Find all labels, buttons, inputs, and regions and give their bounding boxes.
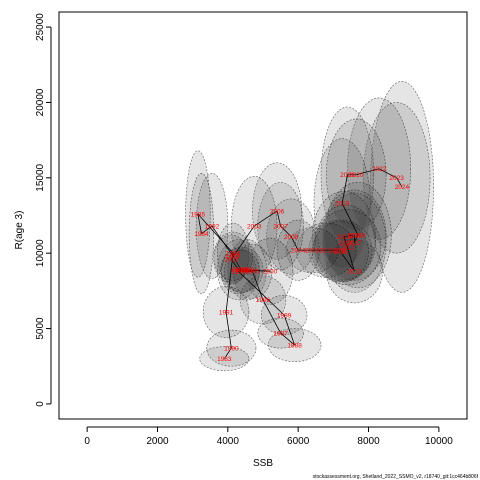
year-label-2017: 2017 [347, 240, 362, 247]
year-label-1993: 1993 [226, 254, 241, 261]
year-label-2016: 2016 [347, 232, 362, 239]
segment-1983-1990 [223, 347, 232, 359]
year-labels: 1983 1984 1985 1986 1987 1988 1989 1990 1991 1992… [191, 166, 410, 363]
year-label-1983: 1983 [217, 356, 232, 363]
y-tick-label: 25000 [35, 13, 46, 41]
segment-2022-2023 [378, 168, 397, 179]
segment-2005-2013 [340, 251, 355, 272]
x-axis-label: SSB [253, 458, 273, 469]
year-label-1999: 1999 [235, 267, 250, 274]
year-label-2024: 2024 [395, 184, 410, 191]
segment-2019-2021 [341, 174, 348, 204]
segment-2014-2015 [343, 236, 347, 243]
ellipse-1990 [206, 329, 257, 367]
year-label-2012: 2012 [340, 244, 355, 251]
year-label-1985: 1985 [191, 211, 206, 218]
y-tick-label: 15000 [35, 163, 46, 191]
year-label-2021: 2021 [340, 172, 355, 179]
x-axis: 0 2000 4000 6000 8000 10000 [84, 426, 453, 447]
segment-2001-2002 [231, 258, 239, 270]
segment-1988-1989 [283, 314, 296, 346]
year-label-2003: 2003 [247, 223, 262, 230]
year-label-2006: 2006 [270, 208, 285, 215]
year-label-2004: 2004 [291, 247, 306, 254]
year-label-1986: 1986 [226, 250, 241, 257]
x-tick-label: 2000 [146, 436, 169, 447]
y-axis: 0 5000 10000 15000 20000 25000 [35, 13, 52, 407]
year-label-2013: 2013 [347, 269, 362, 276]
year-label-2011: 2011 [333, 247, 347, 254]
year-label-2022: 2022 [372, 166, 387, 173]
year-label-2014: 2014 [338, 240, 353, 247]
y-tick-label: 0 [35, 401, 46, 407]
segment-1992-1993 [211, 225, 234, 257]
segment-1990-1991 [225, 311, 232, 349]
year-label-2020: 2020 [349, 172, 364, 179]
year-label-1991: 1991 [219, 309, 234, 316]
segment-1996-1987 [262, 299, 281, 334]
segment-2015-2016 [343, 234, 355, 237]
year-label-1987: 1987 [273, 330, 288, 337]
segment-2012-2014 [345, 242, 348, 248]
x-tick-label: 10000 [425, 436, 453, 447]
year-label-1997: 1997 [231, 269, 246, 276]
year-label-2002: 2002 [224, 257, 239, 264]
year-label-1992: 1992 [205, 223, 220, 230]
year-label-1984: 1984 [194, 231, 209, 238]
segment-1987-1988 [280, 332, 295, 346]
year-label-2009: 2009 [305, 247, 320, 254]
year-label-1994: 1994 [235, 269, 250, 276]
segment-1989-1997 [238, 270, 285, 316]
segment-2017-2018 [354, 234, 359, 243]
trajectory-lines [197, 168, 403, 359]
y-tick-label: 5000 [35, 317, 46, 340]
year-label-1996: 1996 [256, 297, 271, 304]
segment-1986-1985 [197, 213, 234, 254]
year-label-1990: 1990 [224, 345, 239, 352]
x-tick-label: 6000 [287, 436, 310, 447]
segment-2006-2007 [276, 210, 281, 227]
year-label-2010: 2010 [319, 247, 334, 254]
x-tick-label: 4000 [217, 436, 240, 447]
plot-frame [58, 11, 468, 420]
segment-2007-2008 [280, 225, 292, 237]
year-label-2023: 2023 [389, 175, 404, 182]
year-label-1995: 1995 [245, 269, 260, 276]
x-tick-label: 8000 [357, 436, 380, 447]
year-label-1989: 1989 [277, 312, 292, 319]
segment-2002-2003 [231, 225, 255, 260]
segment-2013-2012 [347, 247, 355, 272]
footnote: stockassessment.org, Shetland_2022_SSMO_… [313, 474, 479, 480]
segment-2003-2006 [253, 210, 278, 227]
segment-1993-1994 [232, 255, 243, 272]
segment-2020-2022 [356, 168, 380, 176]
segment-1991-1986 [225, 253, 234, 313]
year-label-2005: 2005 [333, 249, 348, 256]
y-tick-label: 10000 [35, 239, 46, 267]
year-label-2008: 2008 [284, 234, 299, 241]
x-tick-label: 0 [84, 436, 90, 447]
segment-2023-2024 [396, 177, 403, 188]
year-label-2019: 2019 [335, 201, 350, 208]
year-label-2018: 2018 [351, 232, 366, 239]
year-label-2001: 2001 [231, 267, 246, 274]
segment-2018-2019 [341, 203, 359, 236]
segment-2008-2004 [290, 236, 299, 251]
year-label-2000: 2000 [263, 269, 278, 276]
segment-2000-2001 [238, 269, 271, 272]
confidence-ellipses [185, 81, 434, 372]
segment-1985-1984 [197, 213, 202, 234]
year-label-1998: 1998 [240, 267, 255, 274]
segment-1995-1996 [252, 271, 264, 301]
y-axis-label: R(age 3) [14, 211, 25, 250]
year-label-2007: 2007 [273, 223, 288, 230]
year-label-1988: 1988 [287, 342, 302, 349]
year-label-2015: 2015 [337, 234, 352, 241]
segment-1984-1992 [201, 225, 213, 234]
y-tick-label: 20000 [35, 88, 46, 116]
